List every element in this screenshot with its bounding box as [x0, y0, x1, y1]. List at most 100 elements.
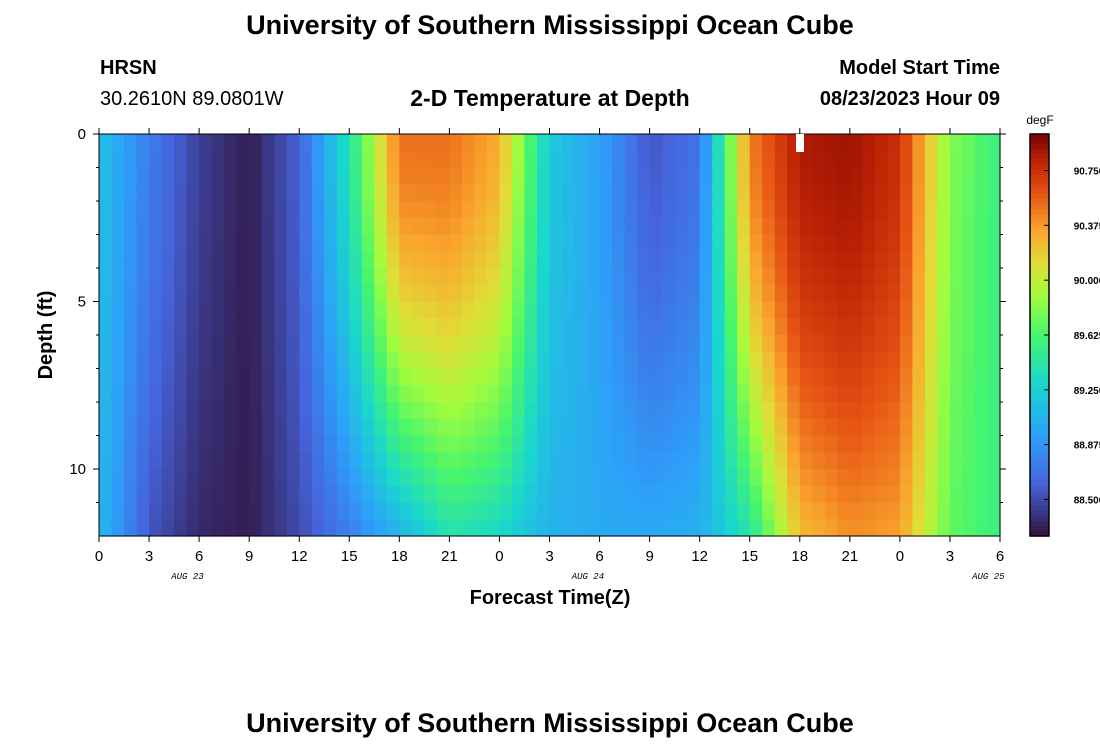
heatmap-cell — [174, 201, 188, 219]
heatmap-cell — [524, 318, 538, 336]
heatmap-cell — [436, 351, 450, 370]
heatmap-cell — [949, 385, 964, 403]
heatmap-cell — [824, 234, 838, 252]
heatmap-cell — [536, 402, 551, 420]
heatmap-cell — [224, 452, 238, 470]
heatmap-cell — [274, 435, 288, 453]
colorbar-segment — [1030, 319, 1049, 326]
heatmap-cell — [149, 217, 163, 236]
colorbar-segment — [1030, 485, 1049, 492]
heatmap-cell — [261, 268, 275, 286]
heatmap-cell — [399, 217, 413, 236]
heatmap-cell — [99, 485, 113, 504]
heatmap-cell — [211, 368, 225, 386]
heatmap-cell — [674, 418, 688, 437]
heatmap-cell — [624, 134, 638, 152]
heatmap-cell — [486, 268, 501, 286]
heatmap-cell — [461, 201, 476, 219]
heatmap-cell — [236, 519, 250, 537]
heatmap-cell — [912, 150, 926, 169]
heatmap-cell — [511, 452, 526, 470]
heatmap-cell — [349, 335, 363, 353]
heatmap-cell — [837, 418, 851, 437]
heatmap-cell — [449, 335, 463, 353]
heatmap-cell — [562, 268, 576, 286]
heatmap-cell — [687, 435, 701, 453]
heatmap-cell — [411, 318, 425, 336]
heatmap-cell — [249, 167, 263, 185]
colorbar-segment — [1030, 425, 1049, 432]
heatmap-cell — [286, 368, 300, 386]
heatmap-cell — [224, 335, 238, 353]
heatmap-cell — [324, 184, 338, 202]
heatmap-cell — [474, 284, 488, 303]
heatmap-cell — [199, 368, 213, 386]
heatmap-cell — [361, 167, 375, 185]
heatmap-cell — [286, 335, 300, 353]
heatmap-cell — [161, 134, 175, 152]
heatmap-cell — [274, 418, 288, 437]
colorbar-segment — [1030, 189, 1049, 195]
colorbar-segment — [1030, 450, 1049, 457]
heatmap-cell — [799, 485, 813, 504]
heatmap-cell — [236, 201, 250, 219]
heatmap-cell — [974, 418, 989, 437]
heatmap-cell — [149, 435, 163, 453]
colorbar-segment — [1030, 355, 1049, 361]
heatmap-cell — [937, 435, 951, 453]
heatmap-cell — [474, 402, 488, 420]
heatmap-cell — [637, 234, 651, 252]
heatmap-cell — [837, 268, 851, 286]
heatmap-cell — [524, 351, 538, 370]
heatmap-cell — [824, 402, 838, 420]
model-start-label: Model Start Time — [839, 57, 1000, 79]
heatmap-cell — [824, 385, 838, 403]
heatmap-cell — [449, 402, 463, 420]
heatmap-cell — [874, 351, 888, 370]
heatmap-cell — [186, 519, 200, 537]
heatmap-cell — [374, 351, 388, 370]
heatmap-cell — [349, 435, 363, 453]
heatmap-cell — [499, 452, 513, 470]
heatmap-cell — [236, 167, 250, 185]
heatmap-cell — [186, 385, 200, 403]
heatmap-cell — [674, 134, 688, 152]
heatmap-cell — [724, 318, 738, 336]
heatmap-cell — [624, 435, 638, 453]
colorbar-segment — [1030, 415, 1049, 422]
heatmap-cell — [962, 418, 976, 437]
heatmap-cell — [249, 201, 263, 219]
heatmap-cell — [399, 134, 413, 152]
heatmap-cell — [199, 485, 213, 504]
heatmap-cell — [974, 301, 989, 319]
heatmap-cell — [399, 268, 413, 286]
heatmap-cell — [324, 167, 338, 185]
heatmap-cell — [174, 268, 188, 286]
heatmap-cell — [274, 134, 288, 152]
heatmap-cell — [862, 519, 876, 537]
heatmap-cell — [536, 217, 551, 236]
heatmap-cell — [649, 167, 663, 185]
colorbar-segment — [1030, 149, 1049, 155]
heatmap-cell — [912, 435, 926, 453]
heatmap-cell — [762, 251, 776, 269]
heatmap-cell — [211, 301, 225, 319]
heatmap-cell — [111, 217, 125, 236]
heatmap-cell — [974, 201, 989, 219]
heatmap-cell — [549, 318, 563, 336]
heatmap-cell — [274, 301, 288, 319]
heatmap-cell — [662, 268, 676, 286]
heatmap-cell — [374, 201, 388, 219]
heatmap-cell — [674, 201, 688, 219]
heatmap-cell — [336, 251, 350, 269]
heatmap-cell — [912, 167, 926, 185]
heatmap-cell — [624, 335, 638, 353]
heatmap-cell — [724, 134, 738, 152]
heatmap-cell — [812, 435, 826, 453]
heatmap-cell — [349, 368, 363, 386]
heatmap-cell — [837, 385, 851, 403]
heatmap-cell — [461, 402, 476, 420]
heatmap-cell — [624, 150, 638, 169]
heatmap-cell — [562, 519, 576, 537]
heatmap-cell — [274, 385, 288, 403]
